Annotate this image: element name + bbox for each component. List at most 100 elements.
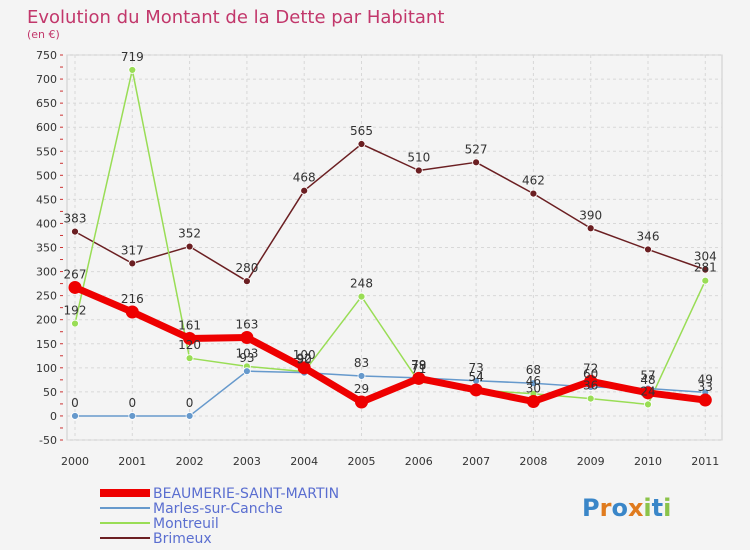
- data-label: 161: [178, 318, 201, 332]
- data-label: 317: [121, 243, 144, 257]
- data-point: [300, 186, 309, 195]
- data-label: 46: [526, 374, 541, 388]
- data-point: [71, 319, 79, 328]
- data-label: 49: [698, 372, 713, 386]
- data-label: 267: [64, 267, 87, 281]
- data-label: 383: [64, 212, 87, 226]
- data-label: 83: [354, 356, 369, 370]
- data-point: [701, 276, 710, 285]
- data-point: [584, 374, 598, 388]
- x-tick-label: 2001: [118, 455, 146, 468]
- data-label: 36: [583, 379, 598, 393]
- data-label: 48: [640, 373, 655, 387]
- data-point: [526, 395, 540, 408]
- y-tick-label: 650: [36, 97, 57, 110]
- logo-letter: r: [600, 494, 612, 522]
- data-point: [701, 265, 710, 274]
- data-label: 60: [583, 367, 598, 381]
- y-tick-label: 450: [36, 193, 57, 206]
- data-label: 248: [350, 277, 373, 291]
- y-tick-label: 700: [36, 73, 57, 86]
- data-point: [185, 412, 194, 420]
- data-point: [641, 386, 655, 400]
- y-tick-label: 300: [36, 266, 57, 279]
- data-point: [240, 330, 254, 344]
- x-tick-label: 2008: [519, 455, 547, 468]
- logo-text: Proxiti: [582, 494, 671, 522]
- data-label: 280: [235, 261, 258, 275]
- data-label: 100: [293, 348, 316, 362]
- data-label: 346: [637, 229, 660, 243]
- legend: BEAUMERIE-SAINT-MARTINMarles-sur-CancheM…: [100, 486, 339, 547]
- y-tick-label: 600: [36, 121, 57, 134]
- data-label: 79: [411, 358, 426, 372]
- data-point: [414, 166, 423, 175]
- y-tick-label: 200: [36, 314, 57, 327]
- proxiti-logo: Proxiti: [582, 494, 671, 522]
- data-label: 192: [64, 304, 87, 318]
- series-line: [75, 370, 706, 417]
- data-label: 30: [526, 382, 541, 396]
- data-label: 54: [468, 370, 483, 384]
- y-tick-label: 150: [36, 338, 57, 351]
- data-label: 90: [297, 353, 312, 367]
- data-label: 281: [694, 261, 717, 275]
- x-tick-label: 2003: [233, 455, 261, 468]
- data-label: 24: [640, 384, 655, 398]
- data-label: 33: [698, 380, 713, 394]
- data-point: [357, 140, 366, 148]
- data-label: 93: [239, 351, 254, 365]
- data-point: [412, 371, 426, 385]
- y-tick-label: 550: [36, 145, 57, 158]
- logo-letter: i: [663, 494, 671, 522]
- x-tick-label: 2004: [290, 455, 318, 468]
- data-point: [644, 245, 652, 254]
- data-point: [472, 158, 481, 167]
- data-label: 527: [465, 142, 488, 156]
- chart-title: Evolution du Montant de la Dette par Hab…: [27, 7, 444, 28]
- x-tick-label: 2000: [61, 455, 89, 468]
- data-label: 163: [235, 317, 258, 331]
- y-tick-label: 250: [36, 290, 57, 303]
- logo-letter: x: [628, 494, 644, 522]
- y-tick-label: 350: [36, 242, 57, 255]
- chart-subtitle: (en €): [27, 28, 60, 41]
- data-point: [185, 354, 194, 363]
- x-axis: 2000 2001 2002 2003 2004 2005 2006 2007 2008 2009…: [61, 455, 719, 468]
- x-tick-label: 2011: [691, 455, 719, 468]
- data-label: 78: [411, 358, 426, 372]
- logo-letter: i: [643, 494, 651, 522]
- y-tick-label: 50: [43, 386, 57, 399]
- logo-letter: P: [582, 494, 600, 522]
- data-label: 468: [293, 171, 316, 185]
- x-tick-label: 2002: [176, 455, 204, 468]
- data-point: [128, 259, 137, 268]
- data-point: [586, 394, 595, 403]
- data-point: [128, 412, 137, 420]
- data-point: [125, 305, 139, 319]
- data-point: [297, 361, 311, 375]
- data-label: 0: [186, 396, 194, 410]
- data-point: [529, 379, 538, 388]
- legend-label: Brimeux: [153, 531, 212, 547]
- data-point: [183, 331, 197, 345]
- data-point: [469, 383, 483, 397]
- data-point: [357, 372, 366, 380]
- data-label: 0: [128, 396, 136, 410]
- y-tick-label: 500: [36, 169, 57, 182]
- y-tick-label: 400: [36, 217, 57, 230]
- data-label: 510: [407, 151, 430, 165]
- data-label: 73: [468, 361, 483, 375]
- data-point: [68, 280, 82, 294]
- data-label: 103: [235, 346, 258, 360]
- series-group: [68, 66, 712, 420]
- data-label: 57: [640, 369, 655, 383]
- y-tick-label: 750: [36, 49, 57, 62]
- logo-letter: o: [611, 494, 628, 522]
- y-tick-label: 100: [36, 362, 57, 375]
- data-label: 92: [297, 352, 312, 366]
- data-label: 719: [121, 50, 144, 64]
- data-label: 462: [522, 174, 545, 188]
- y-tick-label: -50: [39, 434, 57, 447]
